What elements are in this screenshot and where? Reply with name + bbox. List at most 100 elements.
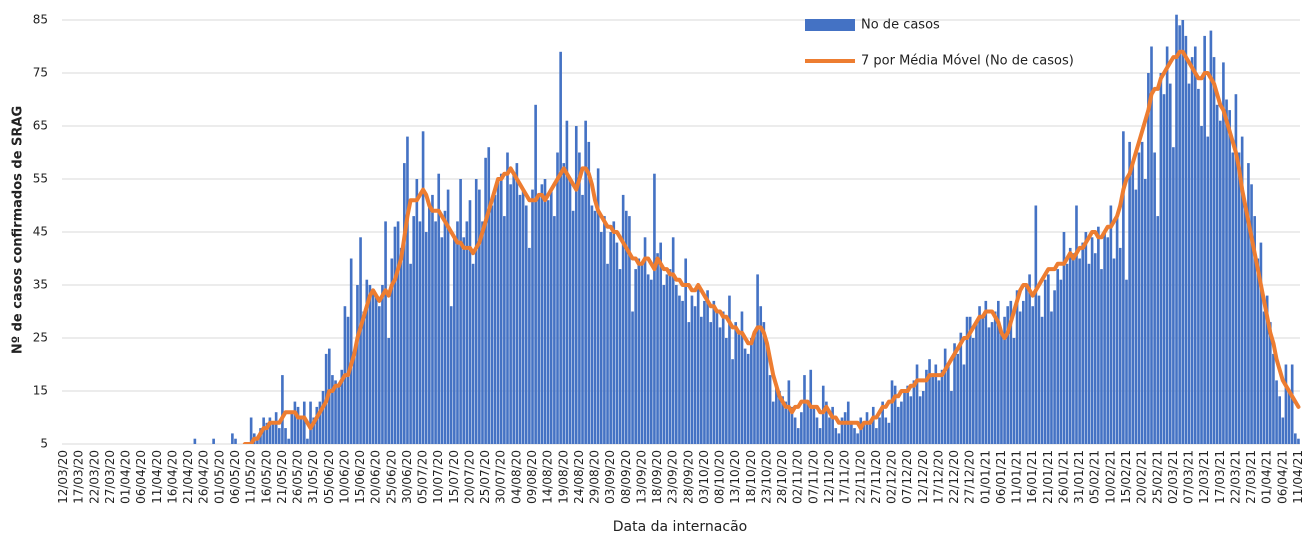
- x-tick-label: 26/04/20: [197, 450, 211, 504]
- x-tick-label: 23/09/20: [666, 450, 680, 504]
- bar: [277, 428, 281, 444]
- bar: [893, 385, 897, 444]
- bar: [1128, 141, 1131, 444]
- bar: [975, 322, 978, 444]
- x-tick-label: 21/04/20: [181, 450, 195, 504]
- bar: [578, 152, 581, 444]
- bar: [540, 184, 544, 444]
- x-axis-label: Data da internacão: [613, 519, 747, 535]
- bar: [925, 369, 928, 444]
- y-tick-label: 75: [33, 66, 48, 80]
- x-tick-label: 26/01/21: [1056, 450, 1070, 504]
- bar: [412, 216, 416, 444]
- x-tick-label: 05/02/21: [1088, 450, 1102, 504]
- bar: [953, 343, 956, 444]
- bar: [678, 295, 681, 444]
- bar: [556, 152, 559, 444]
- y-tick-label: 25: [33, 331, 48, 345]
- x-tick-label: 15/07/20: [447, 450, 461, 504]
- bar: [1100, 269, 1103, 444]
- x-tick-label: 12/11/20: [822, 450, 836, 504]
- bar: [640, 263, 644, 444]
- bar: [903, 391, 906, 444]
- bar: [649, 279, 653, 444]
- bar: [1062, 232, 1066, 444]
- x-tick-label: 06/04/21: [1275, 450, 1289, 504]
- x-tick-label: 16/04/20: [165, 450, 179, 504]
- bar: [862, 422, 866, 444]
- x-tick-label: 11/04/20: [150, 450, 164, 504]
- bar: [418, 221, 422, 444]
- bar: [1265, 295, 1269, 444]
- bar: [659, 242, 662, 444]
- bar: [334, 380, 337, 444]
- bar: [1118, 247, 1122, 444]
- bar: [1043, 279, 1047, 444]
- bar: [421, 131, 425, 444]
- bar: [1228, 110, 1231, 444]
- bar: [553, 216, 556, 444]
- bar: [462, 237, 466, 444]
- x-tick-label: 31/01/21: [1072, 450, 1086, 504]
- bar: [984, 300, 988, 444]
- bar: [1106, 237, 1110, 444]
- x-tick-label: 22/12/20: [947, 450, 961, 504]
- bar: [434, 221, 437, 444]
- bar: [1037, 295, 1041, 444]
- bar: [868, 422, 872, 444]
- bar: [490, 205, 494, 444]
- bar: [459, 179, 462, 444]
- bar: [428, 205, 431, 444]
- bar: [821, 385, 825, 444]
- bar: [1197, 88, 1200, 444]
- bar: [1209, 30, 1213, 444]
- bar: [1059, 279, 1063, 444]
- bar: [896, 406, 900, 444]
- bar: [562, 163, 566, 444]
- x-tick-label: 02/03/21: [1166, 450, 1180, 504]
- bar: [1272, 353, 1275, 444]
- bar: [524, 205, 528, 444]
- x-tick-label: 12/03/21: [1197, 450, 1211, 504]
- bar: [349, 258, 353, 444]
- bar: [1243, 205, 1247, 444]
- bar: [921, 391, 925, 444]
- bar: [853, 428, 856, 444]
- bar: [696, 285, 700, 444]
- bar: [653, 173, 656, 444]
- x-tick-label: 22/11/20: [853, 450, 867, 504]
- x-tick-label: 10/07/20: [431, 450, 445, 504]
- bar: [775, 385, 778, 444]
- bar: [725, 338, 728, 444]
- x-tick-label: 20/06/20: [369, 450, 383, 504]
- bar: [965, 316, 969, 444]
- bar: [687, 322, 691, 444]
- x-tick-label: 18/10/20: [744, 450, 758, 504]
- x-tick-label: 26/05/20: [291, 450, 305, 504]
- bar: [728, 295, 731, 444]
- x-tick-label: 12/12/20: [916, 450, 930, 504]
- bar: [590, 205, 594, 444]
- bar: [456, 221, 459, 444]
- bar: [718, 327, 722, 444]
- bar: [1284, 364, 1288, 444]
- bar: [384, 221, 387, 444]
- bar: [274, 412, 278, 444]
- bar: [365, 279, 369, 444]
- bar: [834, 428, 838, 444]
- bar: [1200, 126, 1203, 444]
- bar: [993, 311, 997, 444]
- bar: [403, 163, 406, 444]
- bar: [1275, 380, 1278, 444]
- bar: [484, 157, 487, 444]
- legend-swatch: [805, 19, 855, 31]
- x-tick-label: 04/08/20: [509, 450, 523, 504]
- bar: [571, 210, 575, 444]
- bar: [581, 194, 584, 444]
- bar: [1156, 216, 1160, 444]
- bar: [1225, 99, 1228, 444]
- bar: [1159, 73, 1163, 444]
- bar: [393, 226, 397, 444]
- x-tick-label: 01/05/20: [212, 450, 226, 504]
- bar: [646, 274, 650, 444]
